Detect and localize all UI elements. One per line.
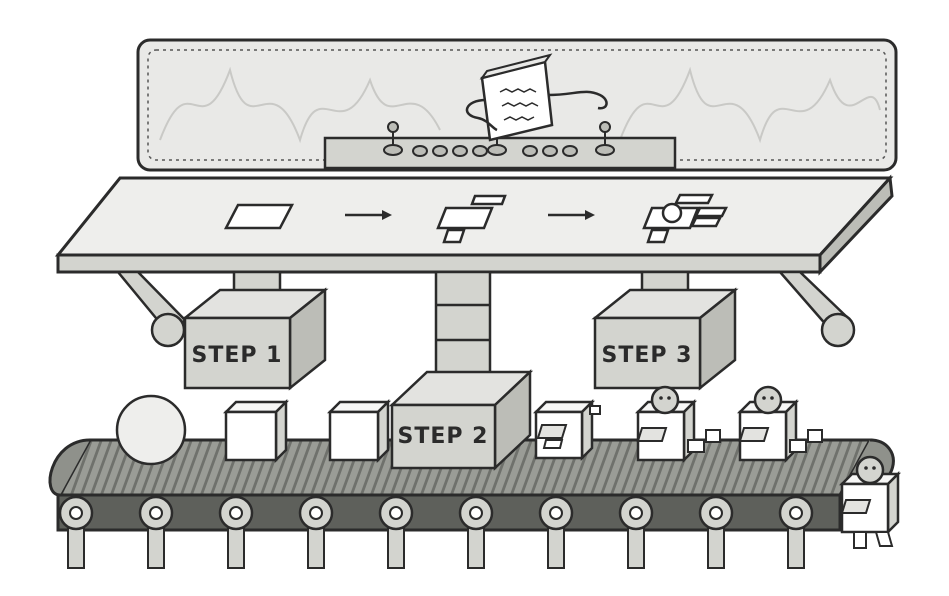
control-panel [136, 38, 898, 172]
partial-robot-part [532, 398, 601, 462]
complete-robot-icon [642, 193, 729, 244]
cube-part [222, 398, 290, 464]
complete-robot-part [634, 385, 721, 464]
square-part-icon [223, 203, 295, 230]
station-box: STEP 3 [591, 287, 739, 391]
console [323, 121, 677, 170]
station-box: STEP 1 [181, 287, 329, 391]
arrow-right-icon [345, 210, 392, 220]
station-box: STEP 2 [388, 369, 534, 471]
arrow-right-icon [548, 210, 595, 220]
station-label: STEP 1 [192, 343, 283, 368]
left-bracket [115, 270, 187, 348]
complete-robot-part [736, 385, 823, 464]
tabletop [54, 174, 894, 276]
right-bracket [777, 270, 856, 348]
partial-robot-icon [436, 194, 507, 244]
robot-controller-icon [465, 53, 608, 142]
finished-robot [838, 455, 902, 549]
conveyor-belt [48, 438, 895, 569]
station-label: STEP 2 [398, 424, 489, 449]
raw-material-ball [115, 394, 187, 466]
cube-part [326, 398, 392, 464]
station-label: STEP 3 [602, 343, 693, 368]
conveyor-legs [67, 527, 805, 569]
